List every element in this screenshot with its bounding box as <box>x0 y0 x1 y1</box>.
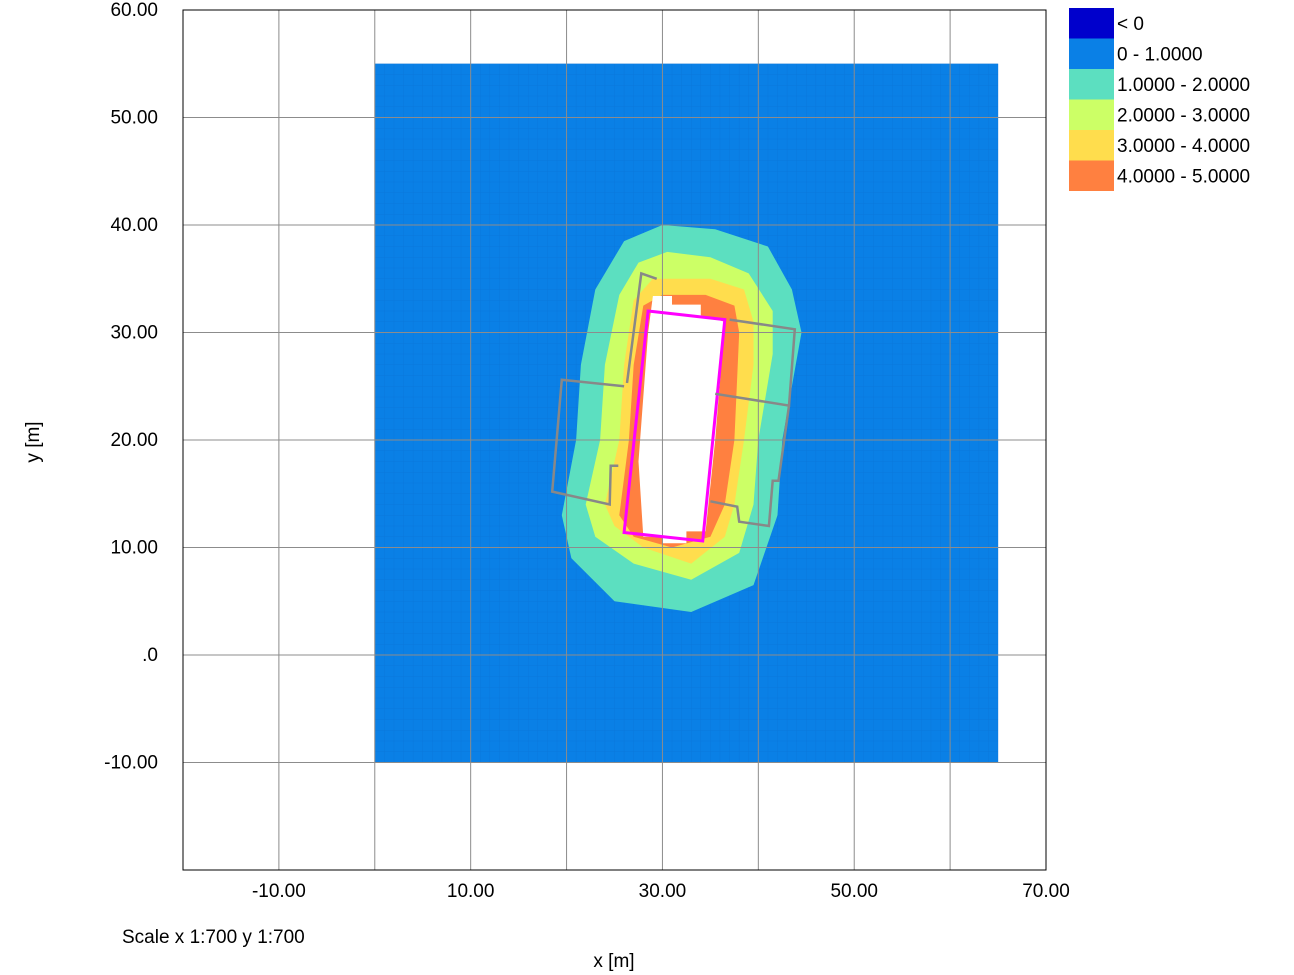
outline-wall-top-left <box>625 271 658 384</box>
legend-swatch <box>1069 69 1114 100</box>
y-tick-label: 40.00 <box>110 215 158 236</box>
structure-outlines <box>550 271 797 543</box>
outline-wall-right <box>715 318 797 408</box>
outline-wall-bottom-right <box>710 405 791 528</box>
legend-swatch <box>1069 130 1114 161</box>
legend-swatch <box>1069 8 1114 39</box>
y-tick-label: -10.00 <box>104 753 158 774</box>
y-axis-label: y [m] <box>23 421 44 462</box>
legend-label: 2.0000 - 3.0000 <box>1117 106 1250 127</box>
x-tick-label: -10.00 <box>252 881 306 902</box>
y-tick-labels: 60.00 50.00 40.00 30.00 20.00 10.00 .0 -10.00 <box>104 0 158 774</box>
y-tick-label: 60.00 <box>110 0 158 21</box>
x-tick-label: 70.00 <box>1022 881 1070 902</box>
y-tick-label: 30.00 <box>110 323 158 344</box>
legend-swatch <box>1069 38 1114 69</box>
x-tick-label: 30.00 <box>639 881 687 902</box>
x-axis-label: x [m] <box>593 951 634 972</box>
legend-label: 4.0000 - 5.0000 <box>1117 167 1250 188</box>
undefined-regions <box>638 296 725 544</box>
legend-swatch <box>1069 160 1114 191</box>
legend-label: 1.0000 - 2.0000 <box>1117 75 1250 96</box>
legend-label: 0 - 1.0000 <box>1117 45 1203 66</box>
x-tick-labels: -10.00 10.00 30.00 50.00 70.00 <box>252 881 1070 902</box>
legend: < 0 0 - 1.0000 1.0000 - 2.0000 2.0000 - 3.0… <box>1069 8 1250 191</box>
x-tick-label: 10.00 <box>447 881 495 902</box>
legend-label: < 0 <box>1117 14 1144 35</box>
legend-swatch <box>1069 99 1114 130</box>
y-tick-label: .0 <box>142 645 158 666</box>
scale-text: Scale x 1:700 y 1:700 <box>122 927 305 948</box>
outline-wall-left <box>550 378 625 507</box>
undefined-region <box>638 296 725 544</box>
y-tick-label: 20.00 <box>110 430 158 451</box>
x-tick-label: 50.00 <box>830 881 878 902</box>
y-tick-label: 50.00 <box>110 108 158 129</box>
y-tick-label: 10.00 <box>110 538 158 559</box>
field-layer <box>374 63 999 763</box>
plot-frame <box>182 9 1047 871</box>
outline-slab <box>622 309 727 543</box>
legend-label: 3.0000 - 4.0000 <box>1117 136 1250 157</box>
